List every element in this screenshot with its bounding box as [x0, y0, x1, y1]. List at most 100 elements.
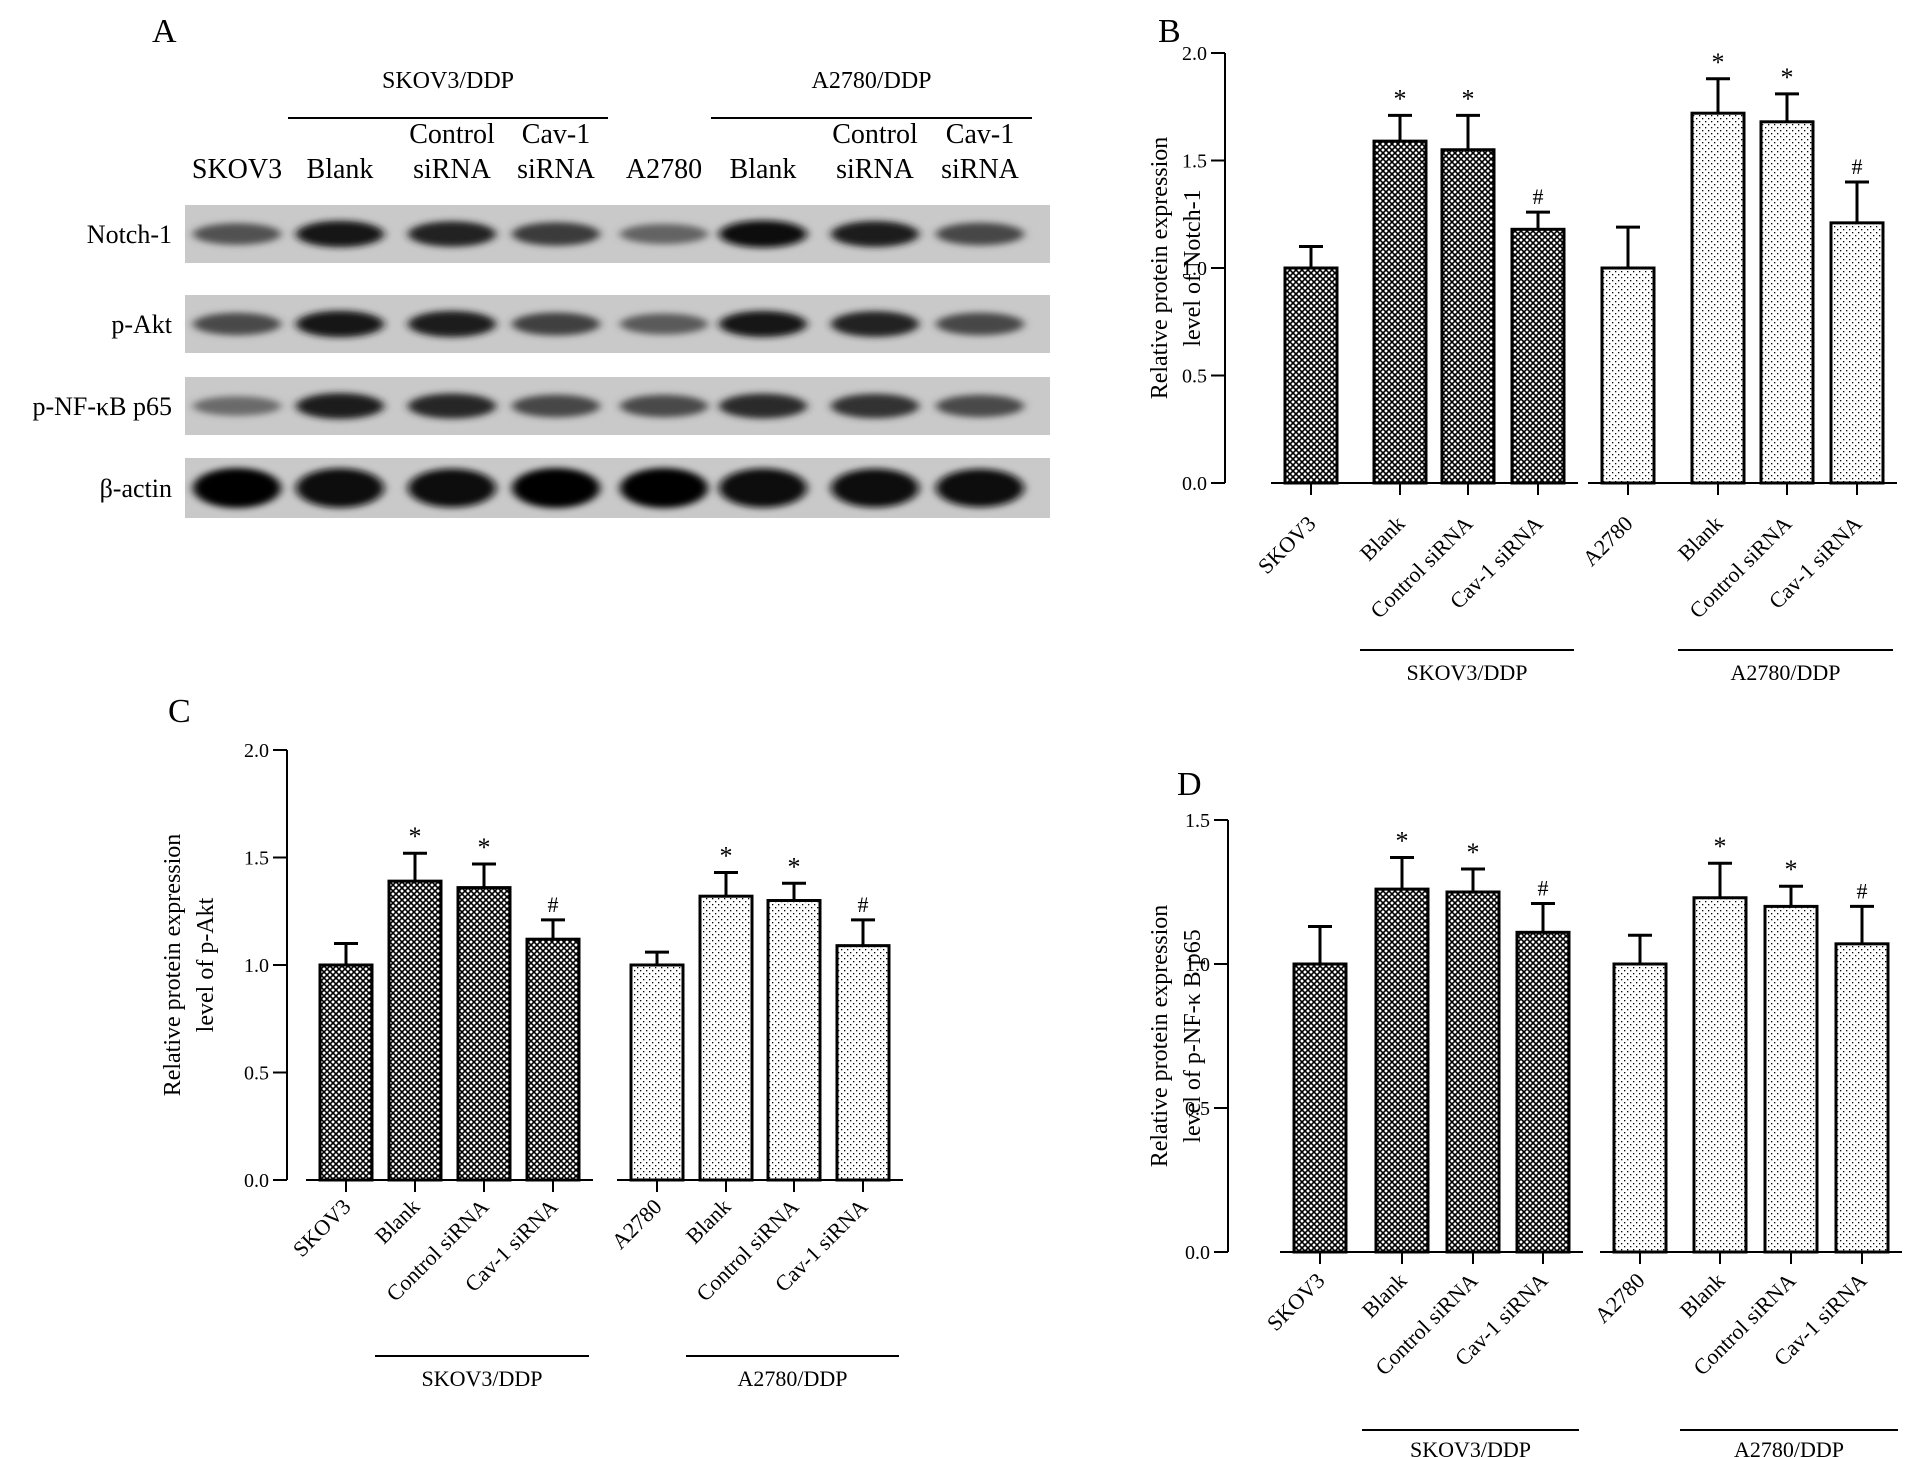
blot-band [719, 468, 807, 508]
blot-lane-label-top: Control [832, 119, 918, 150]
blot-row-label: Notch-1 [87, 220, 172, 249]
bar [1372, 139, 1428, 485]
bar [318, 963, 374, 1182]
x-tick-label: Blank [1357, 1268, 1412, 1323]
bar [698, 894, 754, 1182]
x-tick-label: Blank [1673, 511, 1728, 566]
group-label: A2780/DDP [737, 1366, 847, 1391]
blot-band [296, 393, 384, 419]
bar [525, 937, 581, 1182]
blot-band [831, 311, 919, 337]
significance-mark: * [1781, 63, 1794, 92]
panel-a-letter: A [152, 13, 177, 50]
blot-group-label: A2780/DDP [811, 68, 931, 94]
blot-band [831, 468, 919, 508]
panel-letter: C [168, 693, 191, 730]
y-tick-label: 0.0 [244, 1170, 269, 1192]
blot-band [408, 310, 496, 338]
blot-band [296, 310, 384, 338]
blot-band [620, 468, 708, 508]
blot-band [193, 396, 281, 416]
y-tick-label: 1.5 [1182, 151, 1207, 173]
bar [835, 944, 891, 1182]
x-tick-label: SKOV3 [1262, 1268, 1330, 1336]
notch1-bar-chart: B 0.0 0.5 1.0 1.5 2.0 Relative protein express… [1147, 13, 1897, 685]
significance-mark: * [478, 833, 491, 862]
x-tick-label: SKOV3 [1253, 511, 1321, 579]
blot-band [408, 468, 496, 508]
y-tick-label: 0.5 [1182, 366, 1207, 388]
significance-mark: * [1462, 84, 1475, 113]
blot-band [512, 468, 600, 508]
panel-letter: D [1177, 766, 1202, 803]
group-label: SKOV3/DDP [421, 1366, 542, 1391]
y-axis-label-line2: level of p-Akt [193, 897, 219, 1032]
y-tick-label: 2.0 [244, 740, 269, 762]
x-tick-label: SKOV3 [288, 1194, 356, 1262]
blot-band [831, 393, 919, 419]
group-label: SKOV3/DDP [1410, 1437, 1531, 1457]
x-tick-label: A2780 [1578, 511, 1638, 571]
blot-band [408, 221, 496, 247]
significance-mark: * [1467, 838, 1480, 867]
blot-band [512, 312, 600, 336]
y-tick-label: 0.0 [1182, 473, 1207, 495]
pakt-bar-chart: C 0.0 0.5 1.0 1.5 2.0 Relative protein express… [160, 693, 903, 1391]
y-tick-label: 1.0 [1185, 954, 1210, 976]
bar [1440, 148, 1496, 485]
blot-band [936, 394, 1024, 418]
pnfkb-bar-chart: D 0.0 0.5 1.0 1.5 Relative protein expression… [1147, 766, 1902, 1457]
bar [1283, 266, 1339, 485]
blot-lane-label-top: Cav-1 [946, 119, 1014, 150]
significance-mark: * [1712, 48, 1725, 77]
y-axis-label-line1: Relative protein expression [1147, 905, 1173, 1168]
bar [1763, 904, 1819, 1254]
significance-mark: # [1857, 878, 1868, 903]
blot-lane-label-bottom: SKOV3 [192, 154, 282, 185]
blot-band [936, 222, 1024, 246]
y-tick-label: 0.5 [244, 1063, 269, 1085]
significance-mark: * [409, 822, 422, 851]
x-tick-label: A2780 [607, 1194, 667, 1254]
significance-mark: # [858, 892, 869, 917]
blot-band [296, 468, 384, 508]
blot-band [936, 312, 1024, 336]
significance-mark: # [1538, 876, 1549, 901]
bar [1759, 120, 1815, 485]
bar [766, 899, 822, 1182]
blot-row-label: β-actin [100, 474, 172, 503]
bar [1834, 942, 1890, 1254]
blot-lane-label-top: Control [409, 119, 495, 150]
western-blot-panel: A SKOV3/DDP A2780/DDP SKOV3 Blank Control si… [33, 13, 1050, 518]
blot-band [719, 393, 807, 419]
x-tick-label: A2780 [1590, 1268, 1650, 1328]
y-tick-label: 0.5 [1185, 1098, 1210, 1120]
blot-band [620, 223, 708, 245]
y-tick-label: 2.0 [1182, 43, 1207, 65]
bar [456, 886, 512, 1182]
blot-lane-label-bottom: siRNA [413, 154, 492, 185]
group-label: A2780/DDP [1730, 660, 1840, 685]
blot-band [512, 222, 600, 246]
significance-mark: * [1394, 84, 1407, 113]
x-tick-label: Blank [1675, 1268, 1730, 1323]
blot-row-label: p-NF-κB p65 [33, 392, 173, 421]
y-axis-label-line2: level of Notch-1 [1180, 189, 1206, 346]
blot-group-label: SKOV3/DDP [382, 68, 514, 94]
blot-band [408, 393, 496, 419]
bar [1692, 896, 1748, 1254]
blot-lane-label-bottom: Blank [730, 154, 797, 185]
y-tick-label: 1.5 [244, 848, 269, 870]
bar [1445, 890, 1501, 1254]
x-tick-label: Blank [1355, 511, 1410, 566]
bar [629, 963, 685, 1182]
significance-mark: * [720, 842, 733, 871]
blot-lane-label-bottom: Blank [307, 154, 374, 185]
blot-band [719, 220, 807, 248]
blot-band [719, 310, 807, 338]
significance-mark: * [788, 852, 801, 881]
y-axis-label-line1: Relative protein expression [1147, 137, 1173, 400]
blot-band [831, 221, 919, 247]
blot-band [512, 394, 600, 418]
significance-mark: * [1396, 826, 1409, 855]
